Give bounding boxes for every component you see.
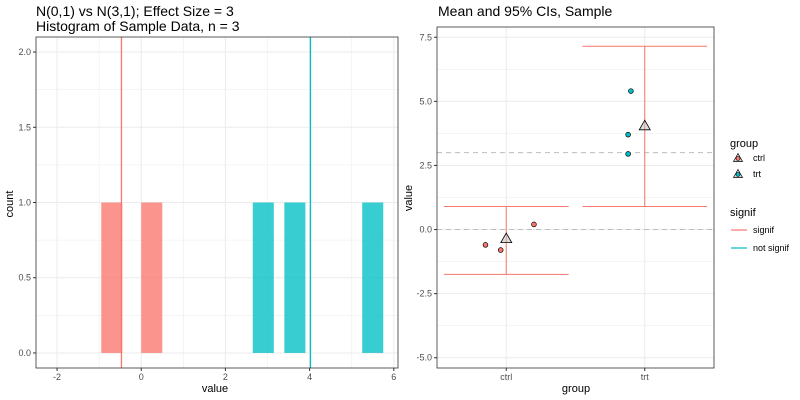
right-panel-border — [436, 26, 715, 369]
left-chart-subtitle: Histogram of Sample Data, n = 3 — [36, 18, 240, 34]
histogram-bar-ctrl — [141, 202, 163, 353]
left-chart-title: N(0,1) vs N(3,1); Effect Size = 3 — [36, 3, 234, 19]
legend-label-ctrl: ctrl — [753, 153, 765, 163]
left-x-tick-label: 2 — [223, 372, 228, 382]
left-x-tick-label: 6 — [391, 372, 396, 382]
data-point-ctrl — [482, 242, 489, 248]
left-x-axis-label: value — [202, 383, 228, 395]
data-point-trt — [625, 131, 631, 138]
right-x-tick-label: trt — [641, 372, 649, 382]
right-chart-title: Mean and 95% CIs, Sample — [438, 3, 613, 19]
data-point-trt — [625, 151, 631, 157]
legend-key-trt-point — [735, 172, 741, 177]
right-ci-panel: ctrl trt -5.0 -2.5 0.0 2.5 5.0 7.5 — [416, 26, 715, 382]
legend-label-not-signif: not signif — [753, 243, 790, 253]
legend: group ctrl trt signif signif not signif — [730, 138, 790, 253]
right-y-tick-label: -5.0 — [416, 353, 432, 363]
histogram-bar-ctrl — [101, 202, 123, 353]
left-x-tick-label: 4 — [307, 372, 312, 382]
legend-group-title: group — [730, 138, 758, 150]
left-y-tick-label: 0.0 — [18, 348, 31, 358]
left-y-tick-label: 2.0 — [18, 47, 31, 57]
right-y-tick-label: 0.0 — [419, 225, 432, 235]
right-x-axis-label: group — [562, 383, 590, 395]
left-y-axis-label: count — [4, 191, 16, 218]
mean-marker-trt — [638, 119, 651, 131]
right-y-tick-label: -2.5 — [416, 289, 432, 299]
legend-label-trt: trt — [753, 169, 761, 179]
left-y-tick-label: 0.5 — [18, 273, 31, 283]
right-y-tick-label: 5.0 — [419, 96, 432, 106]
left-y-tick-label: 1.0 — [18, 198, 31, 208]
mean-marker-ctrl — [500, 232, 513, 244]
right-y-tick-label: 7.5 — [419, 32, 432, 42]
right-y-axis-label: value — [403, 185, 415, 211]
histogram-bar-trt — [252, 202, 274, 353]
left-x-tick-label: 0 — [139, 372, 144, 382]
legend-group-items: ctrl trt — [732, 152, 765, 179]
data-point-trt — [628, 88, 634, 94]
legend-signif-items: signif not signif — [731, 225, 790, 253]
legend-signif-title: signif — [730, 207, 757, 219]
histogram-bar-trt — [362, 202, 384, 353]
left-histogram-panel: -2 0 2 4 6 0.0 0.5 1.0 1.5 2.0 — [18, 36, 399, 382]
legend-key-ctrl-point — [735, 156, 741, 161]
data-point-ctrl — [497, 247, 504, 253]
data-point-ctrl — [531, 221, 537, 228]
left-x-tick-label: -2 — [53, 372, 61, 382]
histogram-bar-trt — [284, 202, 306, 353]
right-x-tick-label: ctrl — [500, 372, 512, 382]
right-y-tick-label: 2.5 — [419, 160, 432, 170]
left-y-tick-label: 1.5 — [18, 122, 31, 132]
legend-label-signif: signif — [753, 225, 775, 235]
